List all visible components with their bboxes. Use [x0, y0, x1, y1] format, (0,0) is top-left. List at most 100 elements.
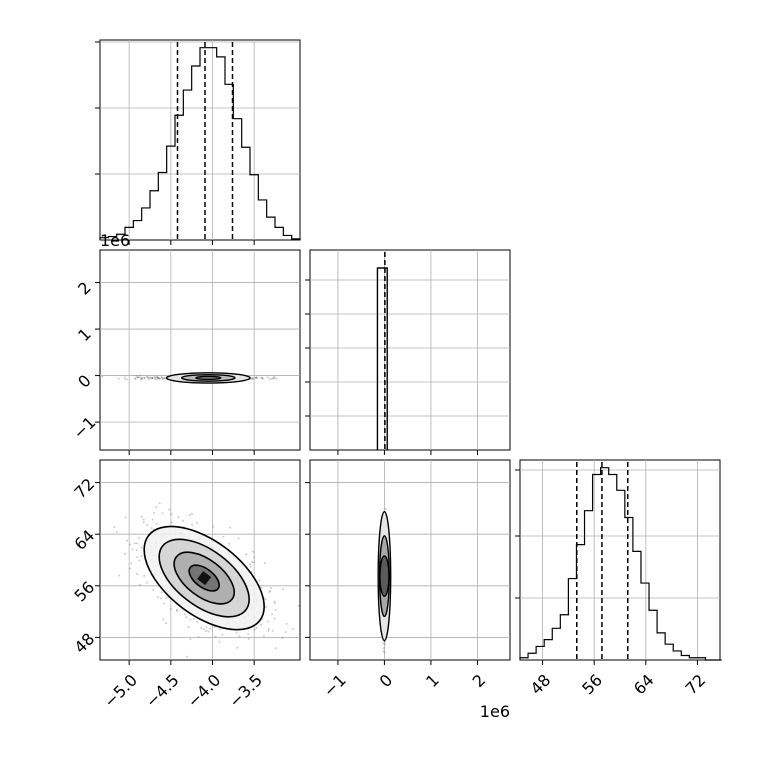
p2-vs-p0-point [262, 635, 265, 638]
p2-vs-p0-point [130, 562, 133, 565]
p2-vs-p0-point [271, 629, 274, 632]
p2-vs-p0-point [258, 579, 261, 582]
p2-vs-p0-point [131, 548, 134, 551]
p1-vs-p0-point [123, 376, 126, 379]
p1-vs-p0-point [261, 377, 264, 380]
p2-vs-p0-point [165, 622, 168, 625]
p2-vs-p0-point [252, 561, 255, 564]
p2-vs-p0-point [133, 542, 136, 545]
p2-vs-p0-xticklabel-0: −5.0 [100, 670, 141, 711]
p1-vs-p0-yticklabel-1: 0 [74, 371, 95, 392]
p2-vs-p0-point [252, 550, 255, 553]
p2-vs-p1-xticklabel-0: −1 [320, 670, 350, 700]
p2-vs-p0-point [135, 542, 138, 545]
p2-vs-p0-point [189, 638, 192, 641]
hist-p1-histogram [376, 267, 388, 450]
p1-vs-p0-point [269, 378, 271, 381]
p2-vs-p0-yticklabel-3: 72 [70, 474, 98, 502]
hist-p2-xticklabel-3: 72 [681, 670, 709, 698]
p1-vs-p0-point [138, 376, 140, 379]
p1-vs-p0-point [251, 376, 254, 379]
p2-vs-p0-point [228, 542, 231, 545]
p2-vs-p0-point [175, 608, 178, 611]
p2-vs-p0-point [129, 543, 132, 546]
p2-vs-p0-point [146, 524, 149, 527]
p1-vs-p0-point [154, 376, 157, 379]
p2-vs-p0-point [151, 518, 154, 521]
p1-vs-p0-yticklabel-2: 1 [74, 324, 95, 345]
p2-vs-p0-point [189, 618, 192, 621]
p1-vs-p0-point [141, 376, 144, 379]
p2-vs-p0-point [247, 637, 250, 640]
p2-vs-p0-point [145, 581, 148, 584]
p2-vs-p0-point [150, 527, 153, 530]
p2-vs-p0-point [182, 519, 185, 522]
p1-vs-p0-point [273, 377, 276, 380]
hist-p2-xticklabel-2: 64 [630, 670, 658, 698]
p1-vs-p0-point [259, 376, 262, 379]
p2-vs-p0-point [170, 513, 173, 516]
p2-vs-p0-point [237, 537, 240, 540]
p2-vs-p1-contour-0 [379, 555, 390, 597]
p2-vs-p0-point [200, 626, 203, 629]
p1-vs-p0-point [139, 377, 142, 379]
p1-vs-p0-point [148, 377, 151, 380]
p1-vs-p0-point [275, 377, 278, 380]
p1-vs-p0-point [254, 376, 257, 379]
p1-vs-p0-point [157, 376, 159, 379]
p1-vs-p0-point [137, 376, 139, 379]
p1-vs-p0-point [157, 377, 160, 380]
p2-vs-p0-point [249, 563, 252, 566]
p2-vs-p0-point [249, 565, 252, 568]
panel-hist-p0 [95, 39, 301, 245]
p1-vs-p0-point [254, 376, 257, 379]
p2-vs-p0-point [218, 640, 221, 643]
p2-vs-p0-point [187, 626, 190, 629]
p1-vs-p0-point [155, 378, 157, 381]
p1-vs-p0-point [251, 378, 254, 381]
p2-vs-p0-point [205, 630, 208, 633]
p2-vs-p0-point [273, 617, 276, 620]
p1-vs-p0-point [126, 378, 129, 381]
panel-hist-p1 [305, 249, 511, 455]
p2-vs-p1-point [383, 651, 386, 654]
hist-p0-histogram [99, 47, 301, 240]
p1-vs-p0-point [146, 376, 149, 379]
p2-vs-p0-point [274, 647, 277, 650]
p2-vs-p0-point [138, 537, 141, 540]
p2-vs-p0-point [143, 574, 146, 577]
p2-vs-p0-point [271, 613, 274, 616]
p1-vs-p0-point [151, 377, 154, 380]
p2-vs-p0-point [124, 516, 127, 519]
p2-vs-p0-point [185, 616, 188, 619]
p1-vs-p0-point [250, 377, 253, 380]
p2-vs-p0-point [142, 518, 145, 521]
p2-vs-p0-point [138, 559, 141, 562]
p1-vs-p0-point [151, 377, 153, 380]
p2-vs-p1-point [384, 507, 387, 510]
p1-vs-p0-point [158, 377, 160, 380]
p2-vs-p0-point [140, 546, 143, 549]
p2-vs-p0-point [169, 608, 172, 611]
p1-vs-p0-point [141, 377, 143, 380]
p1-vs-p0-point [156, 375, 159, 378]
p2-vs-p0-point [274, 602, 277, 605]
p2-vs-p0-point [140, 555, 143, 558]
p1-vs-p0-point [147, 378, 150, 381]
p2-vs-p0-point [236, 646, 239, 649]
p1-vs-p0-point [149, 376, 152, 379]
p1-vs-p0-point [147, 376, 150, 379]
p1-vs-p0-point [134, 377, 136, 380]
p2-vs-p0-point [273, 600, 276, 603]
p1-vs-p0-yticklabel-0: −1 [69, 413, 99, 443]
p2-vs-p0-point [281, 588, 284, 591]
p1-vs-p0-point [162, 378, 164, 380]
p2-vs-p0-point [192, 617, 195, 620]
p1-vs-p0-point [143, 376, 146, 379]
p2-vs-p1-point [382, 647, 385, 650]
p2-vs-p0-point [191, 523, 194, 526]
p2-vs-p1-xticklabel-2: 1 [422, 670, 443, 691]
p2-vs-p0-point [263, 562, 266, 565]
p2-vs-p0-point [197, 635, 200, 638]
